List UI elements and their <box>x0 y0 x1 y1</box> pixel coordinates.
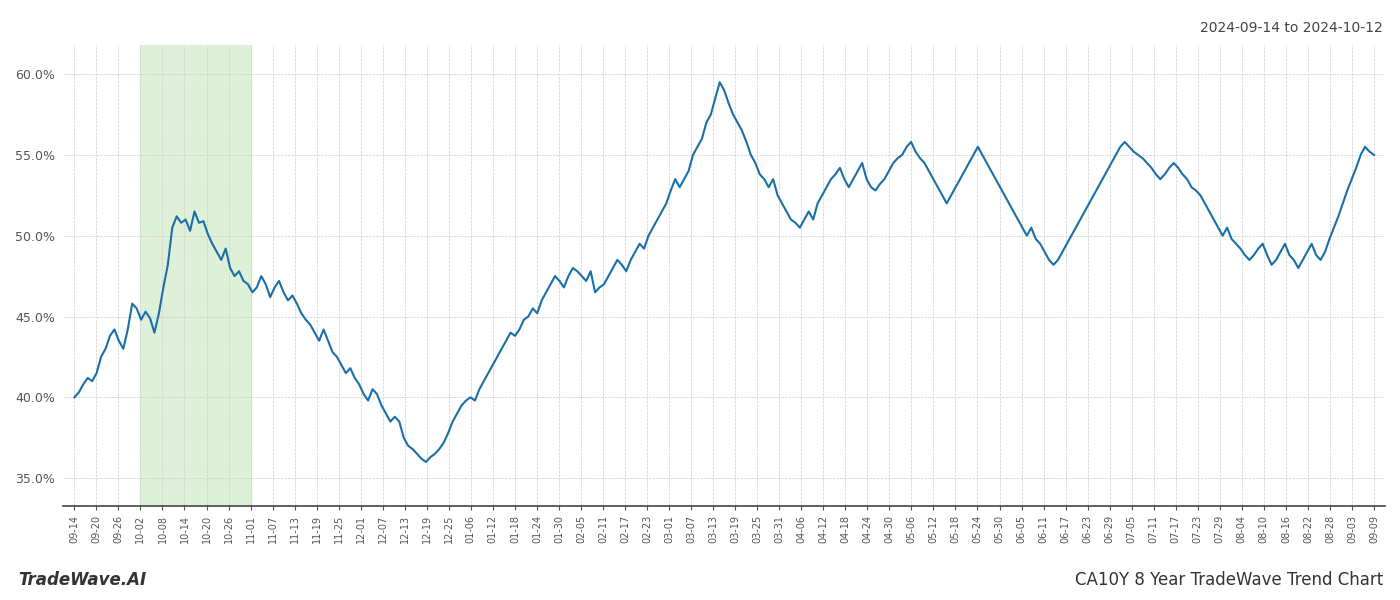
Text: CA10Y 8 Year TradeWave Trend Chart: CA10Y 8 Year TradeWave Trend Chart <box>1075 571 1383 589</box>
Text: 2024-09-14 to 2024-10-12: 2024-09-14 to 2024-10-12 <box>1200 21 1383 35</box>
Text: TradeWave.AI: TradeWave.AI <box>18 571 147 589</box>
Bar <box>140 45 251 506</box>
